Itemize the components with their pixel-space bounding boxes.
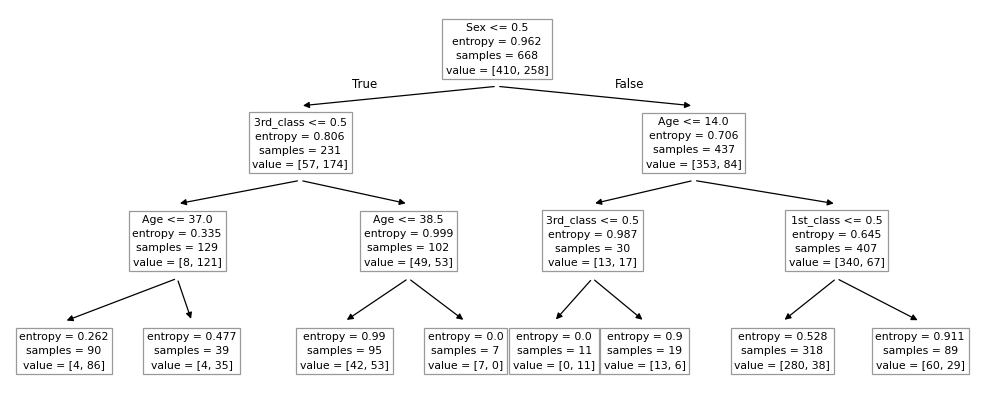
Text: True: True [352, 78, 377, 91]
Text: entropy = 0.911
samples = 89
value = [60, 29]: entropy = 0.911 samples = 89 value = [60… [876, 332, 965, 370]
Text: entropy = 0.262
samples = 90
value = [4, 86]: entropy = 0.262 samples = 90 value = [4,… [19, 332, 108, 370]
Text: entropy = 0.528
samples = 318
value = [280, 38]: entropy = 0.528 samples = 318 value = [2… [735, 332, 830, 370]
Text: False: False [615, 78, 644, 91]
Text: 3rd_class <= 0.5
entropy = 0.806
samples = 231
value = [57, 174]: 3rd_class <= 0.5 entropy = 0.806 samples… [252, 117, 348, 169]
Text: entropy = 0.99
samples = 95
value = [42, 53]: entropy = 0.99 samples = 95 value = [42,… [300, 332, 389, 370]
Text: entropy = 0.9
samples = 19
value = [13, 6]: entropy = 0.9 samples = 19 value = [13, … [603, 332, 686, 370]
Text: Age <= 37.0
entropy = 0.335
samples = 129
value = [8, 121]: Age <= 37.0 entropy = 0.335 samples = 12… [132, 215, 222, 267]
Text: entropy = 0.0
samples = 11
value = [0, 11]: entropy = 0.0 samples = 11 value = [0, 1… [513, 332, 595, 370]
Text: Sex <= 0.5
entropy = 0.962
samples = 668
value = [410, 258]: Sex <= 0.5 entropy = 0.962 samples = 668… [445, 23, 549, 75]
Text: Age <= 14.0
entropy = 0.706
samples = 437
value = [353, 84]: Age <= 14.0 entropy = 0.706 samples = 43… [646, 117, 742, 169]
Text: 3rd_class <= 0.5
entropy = 0.987
samples = 30
value = [13, 17]: 3rd_class <= 0.5 entropy = 0.987 samples… [546, 215, 639, 268]
Text: entropy = 0.477
samples = 39
value = [4, 35]: entropy = 0.477 samples = 39 value = [4,… [147, 332, 237, 370]
Text: 1st_class <= 0.5
entropy = 0.645
samples = 407
value = [340, 67]: 1st_class <= 0.5 entropy = 0.645 samples… [788, 215, 885, 268]
Text: Age <= 38.5
entropy = 0.999
samples = 102
value = [49, 53]: Age <= 38.5 entropy = 0.999 samples = 10… [364, 215, 453, 267]
Text: entropy = 0.0
samples = 7
value = [7, 0]: entropy = 0.0 samples = 7 value = [7, 0] [427, 332, 503, 370]
